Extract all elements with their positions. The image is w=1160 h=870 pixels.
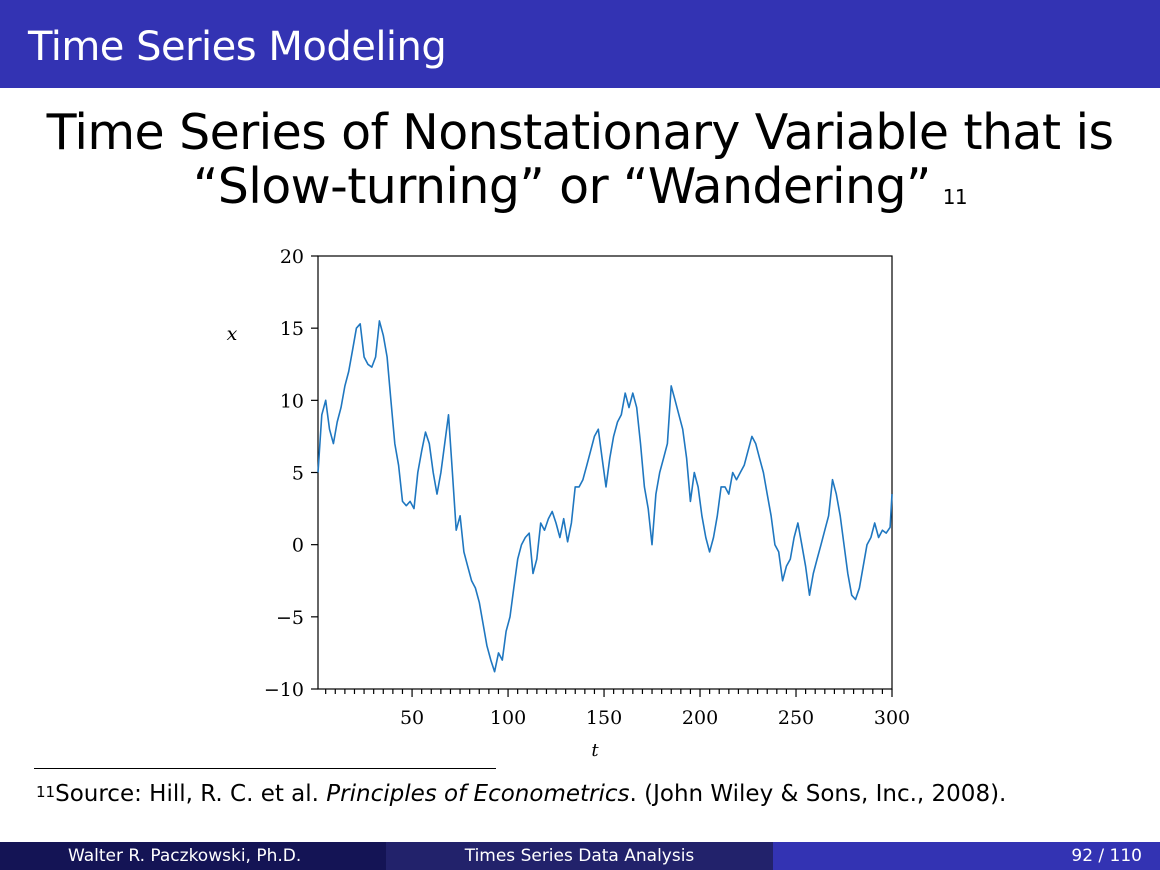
footnote-divider [34,768,496,769]
y-tick-label: 15 [280,318,304,340]
footer-course-segment: Times Series Data Analysis [386,842,773,870]
y-tick-label: 10 [280,390,304,412]
y-axis-label: x [227,323,238,345]
slide-title-line1: Time Series of Nonstationary Variable th… [46,104,1114,161]
x-tick-label: 250 [778,707,814,729]
footnote: 11Source: Hill, R. C. et al. Principles … [36,778,1136,810]
plot-frame [317,255,893,690]
slide-title-line2: “Slow-turning” or “Wandering” [192,158,931,215]
footnote-text-after: . (John Wiley & Sons, Inc., 2008). [629,781,1007,807]
x-axis-label: t [591,740,599,761]
slide-title-line2-wrap: “Slow-turning” or “Wandering” 11 [0,160,1160,214]
series-line [317,320,893,673]
footer-author-segment: Walter R. Paczkowski, Ph.D. [0,842,386,870]
footnote-book-title: Principles of Econometrics [326,781,630,807]
slide-title: Time Series of Nonstationary Variable th… [0,106,1160,214]
y-tick-label: 0 [292,535,304,557]
x-tick-label: 100 [490,707,526,729]
y-tick-label: 5 [292,463,304,485]
footer-course: Times Series Data Analysis [464,846,695,866]
footer-page-number: 92 / 110 [1071,846,1142,866]
title-footnote-mark: 11 [942,185,968,209]
footer-author: Walter R. Paczkowski, Ph.D. [68,846,302,866]
slide-header: Time Series Modeling [0,0,1160,88]
x-tick-label: 200 [682,707,718,729]
footnote-mark: 11 [36,783,56,801]
y-tick-label: −10 [264,679,304,701]
x-tick-label: 300 [874,707,910,729]
x-tick-label: 50 [400,707,424,729]
y-tick-label: −5 [276,607,304,629]
x-tick-label: 150 [586,707,622,729]
section-title: Time Series Modeling [28,24,447,70]
footer-page-segment: 92 / 110 [773,842,1160,870]
y-tick-label: 20 [280,246,304,268]
slide-footer: Walter R. Paczkowski, Ph.D. Times Series… [0,842,1160,870]
footnote-text-before: Source: Hill, R. C. et al. [55,781,327,807]
